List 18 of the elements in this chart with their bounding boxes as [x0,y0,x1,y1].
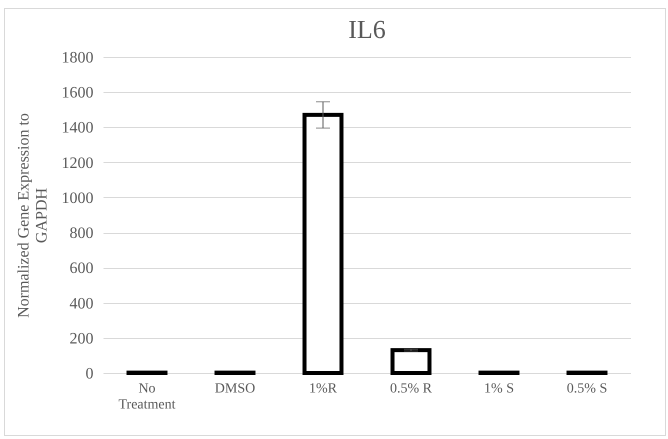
y-tick-label: 1000 [62,190,94,207]
x-tick-label: 1%R [309,382,338,396]
x-tick-label: 1% S [484,382,514,396]
y-tick-label: 200 [70,330,94,348]
y-tick-label: 1800 [62,50,94,66]
x-tick-label: DMSO [214,382,256,396]
y-tick-label: 0 [86,366,94,382]
y-tick-label: 1400 [62,120,94,137]
x-tick-label: 0.5% R [390,382,433,396]
y-tick-label: 400 [70,295,94,312]
y-tick-label: 1600 [62,84,94,102]
x-tick-label: No Treatment [118,382,176,412]
y-tick-label: 800 [70,225,94,242]
y-tick-label: 600 [70,260,94,278]
y-axis-title: Normalized Gene Expression to GAPDH [16,113,50,318]
chart-title: IL6 [348,15,386,44]
y-tick-label: 1200 [62,154,94,172]
x-tick-label: 0.5% S [566,382,608,396]
